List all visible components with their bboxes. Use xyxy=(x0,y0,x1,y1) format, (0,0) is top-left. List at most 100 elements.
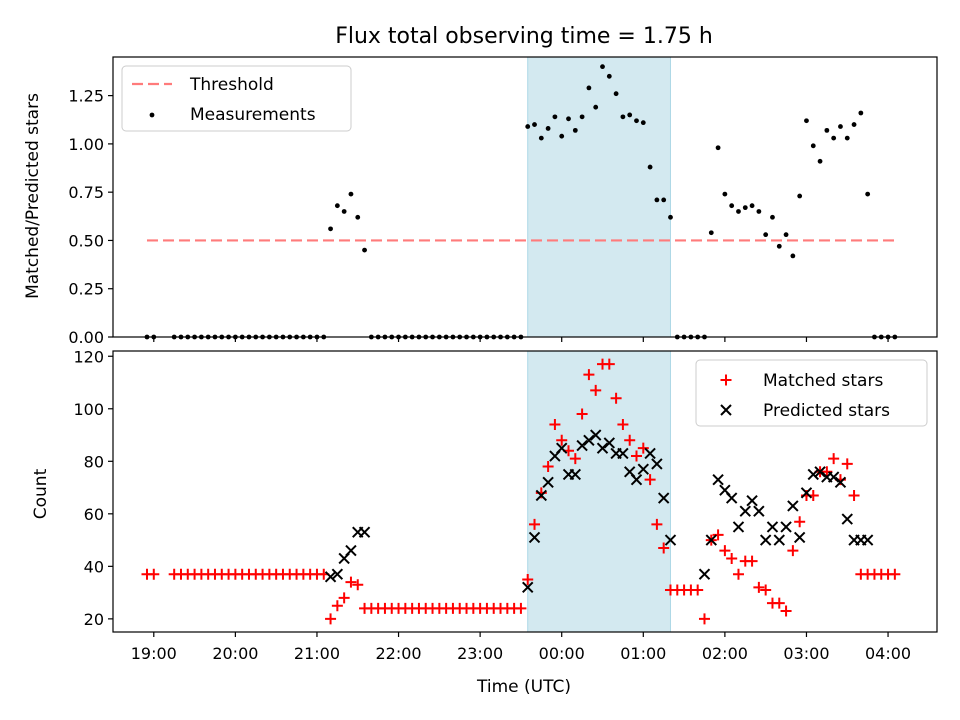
measurement-point xyxy=(579,114,585,120)
matched-star-point xyxy=(726,552,738,564)
bottom-y-axis-label: Count xyxy=(31,468,51,519)
predicted-star-point xyxy=(324,571,337,583)
measurement-point xyxy=(783,232,789,238)
matched-star-point xyxy=(352,579,364,591)
x-axis-label: Time (UTC) xyxy=(476,677,571,697)
predicted-star-point xyxy=(596,442,609,454)
predicted-star-point xyxy=(589,429,602,441)
x-tick-label: 22:00 xyxy=(375,644,421,663)
matched-star-point xyxy=(624,434,636,446)
measurement-point xyxy=(334,203,340,209)
measurement-point xyxy=(538,135,544,141)
top-panel: 0.00 0.25 0.50 0.75 1.00 1.25 Threshold Measure… xyxy=(68,56,938,347)
measurement-point xyxy=(708,230,714,236)
predicted-star-point xyxy=(705,534,717,546)
predicted-star-point xyxy=(732,521,745,533)
matched-star-point xyxy=(889,568,901,580)
x-tick-label: 02:00 xyxy=(702,644,748,663)
legend-measurements-label: Measurements xyxy=(190,105,316,125)
matched-star-point xyxy=(603,358,615,370)
matched-star-point xyxy=(692,584,704,596)
matched-star-point xyxy=(794,516,806,528)
predicted-star-point xyxy=(617,447,629,460)
matched-star-point xyxy=(542,461,554,473)
matched-star-point xyxy=(529,518,541,530)
measurement-point xyxy=(348,191,354,197)
measurement-point xyxy=(586,85,592,91)
matched-star-point xyxy=(576,408,588,420)
measurement-point xyxy=(572,127,578,133)
measurement-point xyxy=(844,135,850,141)
measurement-point xyxy=(620,114,626,120)
measurement-point xyxy=(661,197,667,203)
matched-star-point xyxy=(753,581,765,593)
measurement-point xyxy=(355,214,361,220)
observing-window-region xyxy=(527,56,671,338)
y-tick-label: 0.50 xyxy=(68,231,104,250)
predicted-star-point xyxy=(528,531,541,544)
measurement-point xyxy=(851,122,857,127)
y-tick-label: 20 xyxy=(84,610,104,629)
predicted-star-point xyxy=(542,476,554,489)
predicted-star-point xyxy=(712,473,724,486)
y-tick-label: 0.75 xyxy=(68,183,104,202)
series-matched-stars xyxy=(141,358,901,625)
matched-star-point xyxy=(549,419,561,431)
measurement-point xyxy=(749,203,755,209)
matched-star-point xyxy=(828,453,840,465)
matched-star-point xyxy=(590,384,602,396)
matched-star-point xyxy=(732,568,744,580)
measurement-point xyxy=(810,143,816,149)
predicted-star-point xyxy=(651,458,663,470)
measurement-point xyxy=(770,214,775,220)
matched-star-point xyxy=(515,602,527,614)
matched-star-point xyxy=(610,392,622,404)
predicted-star-point xyxy=(345,544,357,557)
matched-star-point xyxy=(331,600,343,612)
predicted-star-point xyxy=(535,489,548,502)
matched-star-point xyxy=(841,458,853,470)
y-tick-label: 100 xyxy=(73,400,104,419)
measurement-point xyxy=(654,197,660,203)
observing-window-region xyxy=(527,350,671,633)
matched-star-point xyxy=(848,489,860,501)
measurement-point xyxy=(858,110,864,116)
matched-star-point xyxy=(644,474,656,486)
y-tick-label: 40 xyxy=(84,557,104,576)
measurement-point xyxy=(797,193,803,199)
plot-frame xyxy=(112,56,938,338)
predicted-star-point xyxy=(556,442,568,454)
matched-star-point xyxy=(522,573,534,585)
plot-frame xyxy=(112,350,938,633)
predicted-star-point xyxy=(725,492,738,504)
predicted-star-point xyxy=(800,487,813,499)
legend-threshold-label: Threshold xyxy=(189,75,274,95)
y-tick-label: 80 xyxy=(84,452,104,471)
measurement-point xyxy=(525,124,531,129)
measurement-point xyxy=(742,205,748,211)
predicted-star-point xyxy=(583,434,595,446)
predicted-star-point xyxy=(630,473,643,486)
measurement-point xyxy=(566,116,571,122)
matched-star-point xyxy=(773,597,785,609)
x-tick-label: 00:00 xyxy=(539,644,585,663)
matched-star-point xyxy=(719,545,731,557)
predicted-star-point xyxy=(841,513,853,525)
predicted-star-point xyxy=(834,476,847,489)
predicted-star-point xyxy=(603,437,616,449)
measurement-point xyxy=(715,145,721,151)
matched-star-point xyxy=(556,434,568,446)
matched-star-point xyxy=(325,613,337,625)
x-tick-label: 01:00 xyxy=(620,644,666,663)
legend-predicted-label: Predicted stars xyxy=(763,401,890,421)
measurement-point xyxy=(756,209,762,214)
measurement-point xyxy=(634,118,639,124)
y-tick-label: 1.25 xyxy=(68,87,104,106)
chart-title: Flux total observing time = 1.75 h xyxy=(335,24,713,49)
measurement-point xyxy=(831,135,837,141)
measurement-point xyxy=(647,164,653,170)
predicted-star-point xyxy=(827,471,840,483)
x-tick-label: 21:00 xyxy=(294,644,340,663)
measurement-point xyxy=(627,112,633,118)
bottom-panel: 20 40 60 80 100 120 19:00 20:00 21:00 22:00 23:00 0… xyxy=(73,347,938,663)
